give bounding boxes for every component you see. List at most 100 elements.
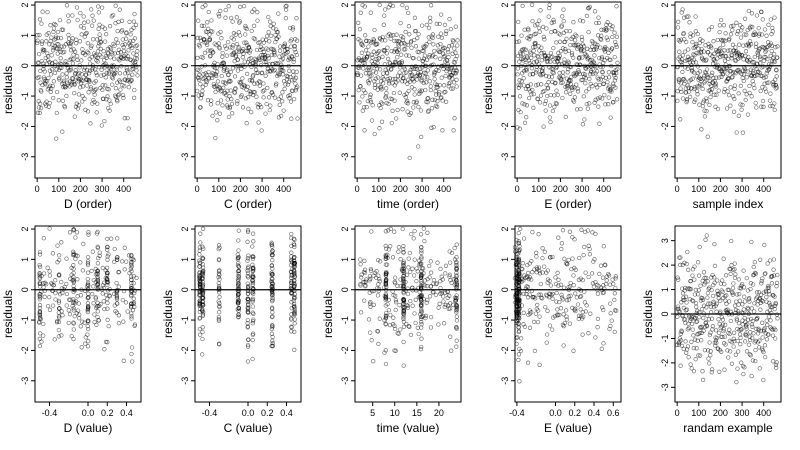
residual-point xyxy=(537,18,542,23)
residual-point xyxy=(588,311,593,316)
residual-point xyxy=(516,260,521,265)
residual-point xyxy=(131,257,136,263)
residual-point xyxy=(72,114,77,119)
residual-point xyxy=(54,89,60,95)
residual-point xyxy=(686,57,691,63)
residual-point xyxy=(587,76,592,82)
y-tick-label: 2 xyxy=(340,3,350,8)
residual-point xyxy=(392,229,397,234)
residual-point xyxy=(774,85,780,90)
residual-point xyxy=(424,22,429,28)
residual-point xyxy=(435,99,440,104)
residual-point xyxy=(48,38,53,44)
residual-point xyxy=(690,273,695,278)
residual-point xyxy=(87,79,92,84)
residual-point xyxy=(73,235,78,240)
residual-point xyxy=(567,229,573,234)
residual-point xyxy=(414,266,419,271)
residual-point xyxy=(535,267,540,272)
residual-point xyxy=(415,269,420,274)
residual-point xyxy=(71,56,76,62)
residual-point xyxy=(699,127,704,132)
residual-point xyxy=(561,343,566,348)
residual-point xyxy=(72,90,77,96)
residual-point xyxy=(598,77,604,82)
residual-point xyxy=(580,55,585,60)
residual-point xyxy=(756,25,761,31)
residual-point xyxy=(124,30,129,35)
residual-point xyxy=(292,237,297,242)
residual-point xyxy=(434,67,439,73)
residual-point xyxy=(71,274,76,280)
residual-point xyxy=(209,18,214,23)
y-tick-label: -1 xyxy=(180,316,190,324)
y-axis-label: residuals xyxy=(481,66,495,114)
residual-point xyxy=(125,68,130,73)
residual-point xyxy=(251,311,256,316)
residual-point xyxy=(64,75,69,80)
residual-point xyxy=(51,95,56,101)
residual-point xyxy=(393,116,399,121)
residual-point xyxy=(572,38,578,43)
residual-point xyxy=(537,100,543,105)
residual-point xyxy=(681,295,686,300)
residual-point xyxy=(522,273,527,278)
residual-point xyxy=(35,38,40,43)
residual-point xyxy=(100,83,105,88)
residual-point xyxy=(90,249,95,254)
residual-point xyxy=(61,84,66,90)
residual-point xyxy=(289,231,294,237)
residual-point xyxy=(517,126,522,131)
residual-point xyxy=(709,316,715,321)
residual-point xyxy=(376,341,381,347)
residual-point xyxy=(236,306,242,311)
residual-point xyxy=(86,71,92,76)
residual-point xyxy=(542,264,547,269)
residual-point xyxy=(574,33,579,39)
residual-point xyxy=(405,305,411,311)
residual-point xyxy=(68,66,73,71)
residual-point xyxy=(129,314,134,319)
residual-point xyxy=(564,261,569,266)
residual-point xyxy=(206,76,212,81)
plot-frame xyxy=(514,225,622,403)
residual-point xyxy=(695,92,700,97)
residual-point xyxy=(525,284,531,290)
residual-point xyxy=(751,331,756,336)
plot-frame xyxy=(34,1,142,179)
residual-point xyxy=(199,23,205,28)
residual-point xyxy=(595,42,600,48)
residual-point xyxy=(220,54,225,59)
residual-point xyxy=(595,85,600,90)
residual-point xyxy=(520,261,525,266)
residual-point xyxy=(369,118,375,123)
residual-point xyxy=(197,273,202,278)
residual-point xyxy=(195,55,200,61)
residual-point xyxy=(542,249,548,255)
residual-point xyxy=(90,291,95,297)
residual-point xyxy=(235,68,241,73)
residual-point xyxy=(554,64,560,69)
residual-point xyxy=(689,86,694,91)
residual-point xyxy=(437,90,442,95)
residual-point xyxy=(371,273,376,278)
x-tick-label: 400 xyxy=(436,184,451,194)
residual-point xyxy=(562,57,567,62)
residual-point xyxy=(596,15,601,20)
residual-point xyxy=(270,314,275,319)
residual-point xyxy=(357,27,363,32)
residual-point xyxy=(368,299,373,305)
residual-point xyxy=(235,255,241,260)
residual-point xyxy=(738,342,743,347)
residual-point xyxy=(745,321,750,327)
residual-point xyxy=(77,312,82,317)
residual-point xyxy=(696,273,702,278)
residual-point xyxy=(246,94,251,100)
residual-point xyxy=(56,334,62,339)
residual-point xyxy=(397,70,402,75)
residual-point xyxy=(403,70,409,75)
residual-point xyxy=(734,318,740,323)
residual-point xyxy=(592,53,597,58)
residual-point xyxy=(67,230,73,235)
